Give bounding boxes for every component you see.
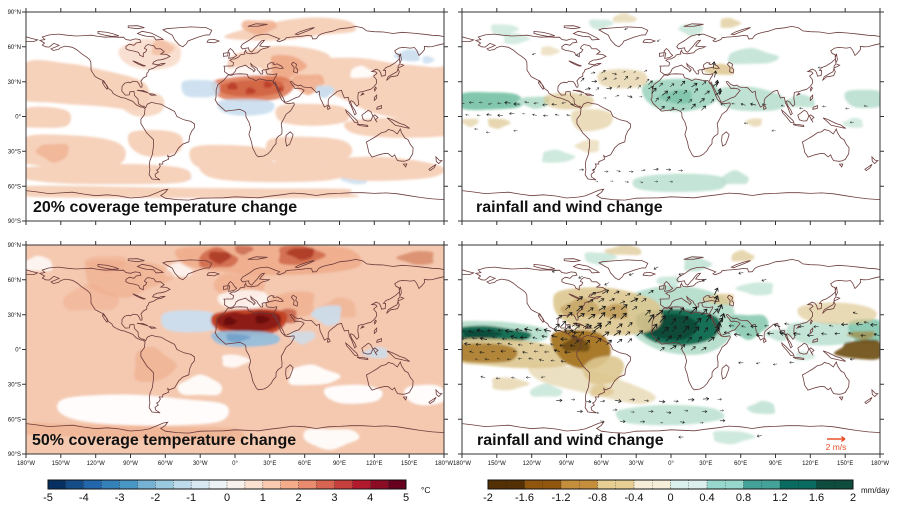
svg-text:180°W: 180°W [435, 461, 453, 467]
svg-text:60°W: 60°W [594, 461, 609, 467]
svg-text:120°W: 120°W [87, 461, 105, 467]
svg-text:-5: -5 [43, 492, 53, 504]
svg-text:150°E: 150°E [401, 461, 417, 467]
svg-text:30°E: 30°E [699, 461, 712, 467]
svg-text:60°E: 60°E [734, 461, 747, 467]
svg-text:90°E: 90°E [769, 461, 782, 467]
svg-text:-3: -3 [115, 492, 125, 504]
svg-text:90°S: 90°S [8, 219, 21, 225]
svg-text:60°N: 60°N [8, 278, 21, 284]
svg-text:30°S: 30°S [8, 150, 21, 156]
svg-text:120°E: 120°E [366, 461, 382, 467]
svg-text:°C: °C [421, 485, 431, 495]
svg-text:60°S: 60°S [8, 417, 21, 423]
svg-text:0°: 0° [15, 348, 21, 354]
svg-text:2 m/s: 2 m/s [826, 442, 847, 452]
svg-text:90°E: 90°E [333, 461, 346, 467]
svg-text:0°: 0° [668, 461, 674, 467]
svg-text:180°W: 180°W [871, 461, 889, 467]
svg-text:30°S: 30°S [8, 383, 21, 389]
svg-text:90°S: 90°S [8, 452, 21, 458]
svg-text:90°W: 90°W [123, 461, 138, 467]
svg-text:-2: -2 [151, 492, 161, 504]
svg-text:150°E: 150°E [837, 461, 853, 467]
svg-text:5: 5 [403, 492, 409, 504]
svg-text:0.8: 0.8 [736, 492, 751, 504]
svg-text:180°W: 180°W [453, 461, 471, 467]
svg-text:1.6: 1.6 [809, 492, 824, 504]
svg-text:0: 0 [224, 492, 230, 504]
svg-text:2: 2 [850, 492, 856, 504]
svg-text:-1.6: -1.6 [515, 492, 534, 504]
svg-text:-1.2: -1.2 [552, 492, 571, 504]
svg-text:0°: 0° [15, 115, 21, 121]
svg-text:50% coverage temperature chang: 50% coverage temperature change [32, 432, 296, 449]
svg-text:rainfall and wind change: rainfall and wind change [477, 432, 664, 449]
svg-text:0.4: 0.4 [699, 492, 714, 504]
svg-text:150°W: 150°W [52, 461, 70, 467]
svg-text:20% coverage temperature chang: 20% coverage temperature change [33, 199, 297, 216]
svg-text:30°W: 30°W [629, 461, 644, 467]
svg-text:rainfall and wind change: rainfall and wind change [476, 199, 663, 216]
svg-text:60°N: 60°N [8, 45, 21, 51]
svg-text:60°E: 60°E [298, 461, 311, 467]
svg-text:0°: 0° [232, 461, 238, 467]
svg-text:60°S: 60°S [8, 184, 21, 190]
svg-text:mm/day: mm/day [861, 486, 889, 495]
svg-text:30°N: 30°N [8, 80, 21, 86]
svg-text:2: 2 [296, 492, 302, 504]
svg-text:30°N: 30°N [8, 313, 21, 319]
svg-text:90°N: 90°N [8, 10, 21, 16]
svg-text:90°N: 90°N [8, 243, 21, 249]
svg-text:3: 3 [331, 492, 337, 504]
svg-text:60°W: 60°W [158, 461, 173, 467]
svg-text:90°W: 90°W [559, 461, 574, 467]
svg-text:4: 4 [367, 492, 373, 504]
svg-text:-4: -4 [79, 492, 89, 504]
svg-text:0: 0 [667, 492, 673, 504]
svg-text:1: 1 [260, 492, 266, 504]
svg-text:30°W: 30°W [193, 461, 208, 467]
svg-text:150°W: 150°W [488, 461, 506, 467]
svg-text:120°W: 120°W [523, 461, 541, 467]
svg-text:30°E: 30°E [263, 461, 276, 467]
svg-text:1.2: 1.2 [772, 492, 787, 504]
svg-text:-1: -1 [186, 492, 196, 504]
svg-text:180°W: 180°W [17, 461, 35, 467]
svg-text:-2: -2 [483, 492, 493, 504]
svg-text:120°E: 120°E [802, 461, 818, 467]
svg-text:-0.8: -0.8 [588, 492, 607, 504]
svg-text:-0.4: -0.4 [625, 492, 644, 504]
